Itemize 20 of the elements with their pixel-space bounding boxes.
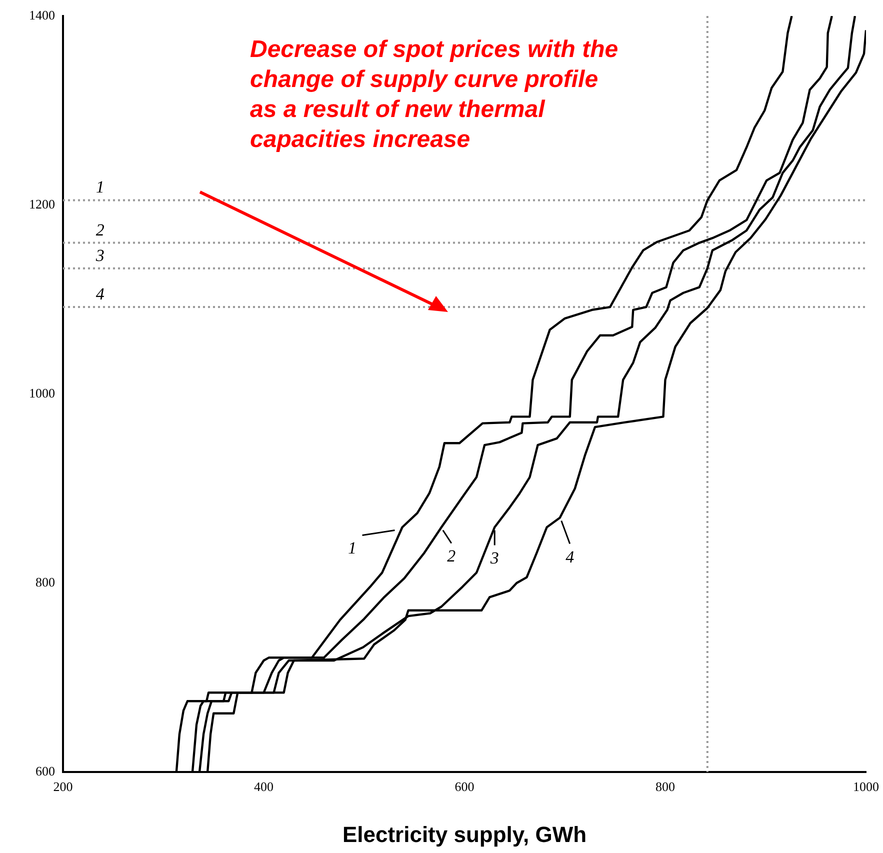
annotation: 2	[96, 220, 105, 240]
x-tick-label: 800	[656, 779, 675, 794]
annotation: 4	[96, 284, 105, 304]
y-tick-label: 800	[36, 574, 55, 590]
annotation: 4	[566, 547, 575, 566]
y-tick-label: 600	[36, 763, 55, 778]
x-axis-title: Electricity supply, GWh	[342, 822, 587, 847]
annotation: 2	[447, 546, 456, 566]
annotation: Decrease of spot prices with the change of supply curve profile as a result of new thermal capacities increase	[250, 35, 620, 155]
x-tick-label: 400	[254, 779, 274, 794]
x-tick-label: 600	[454, 779, 474, 794]
x-tick-label: 1000	[853, 779, 879, 794]
annotation: 1	[348, 538, 357, 558]
annotation: 3	[489, 548, 499, 568]
annotation: 3	[94, 246, 104, 265]
y-tick-label: 1400	[29, 7, 55, 22]
y-tick-label: 1000	[29, 385, 55, 400]
x-tick-label: 200	[53, 779, 73, 794]
annotation: 1	[96, 178, 104, 197]
y-tick-label: 1200	[29, 196, 55, 212]
